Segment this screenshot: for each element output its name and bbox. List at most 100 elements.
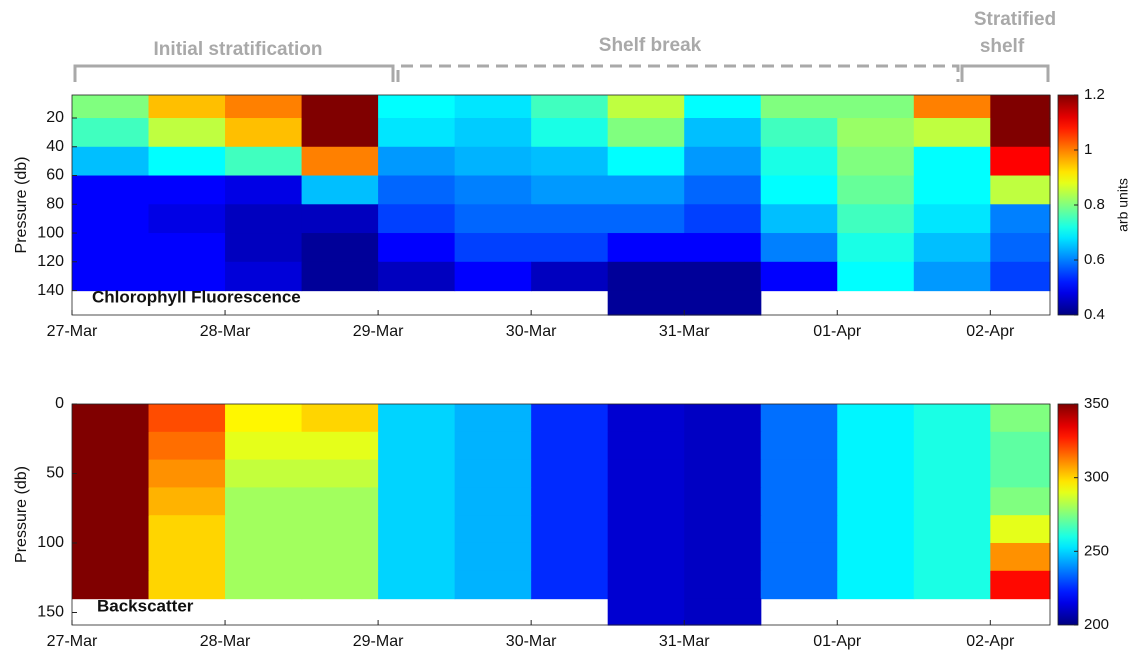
heat-cell — [531, 204, 609, 234]
heat-cell — [148, 175, 226, 205]
heat-cell — [531, 95, 609, 119]
heat-cell — [607, 261, 685, 292]
x-tick-label: 27-Mar — [47, 323, 98, 340]
heat-cell — [148, 118, 226, 148]
heat-cell — [837, 118, 915, 148]
heat-cell — [225, 118, 303, 148]
heat-cell — [684, 204, 762, 234]
heat-cell — [72, 118, 150, 148]
heat-cell — [301, 233, 379, 263]
heat-cell — [684, 515, 762, 544]
heat-cell — [72, 175, 150, 205]
heat-cell — [913, 261, 991, 292]
heat-cell — [72, 542, 150, 572]
heat-cell — [301, 404, 379, 433]
heat-cell — [225, 204, 303, 234]
heat-cell — [378, 118, 456, 148]
heat-cell — [531, 146, 609, 177]
heat-cell — [148, 204, 226, 234]
heat-cell — [301, 515, 379, 544]
heat-cell — [837, 487, 915, 516]
heat-cell — [148, 95, 226, 119]
x-tick-label: 27-Mar — [47, 633, 98, 650]
colorbar-tick-label: 0.6 — [1084, 251, 1105, 268]
heat-cell — [684, 404, 762, 433]
heat-cell — [225, 542, 303, 572]
heat-cell — [378, 146, 456, 177]
heat-cell — [148, 515, 226, 544]
heat-cell — [913, 404, 991, 433]
colorbar-tick-label: 0.4 — [1084, 306, 1105, 323]
heat-cell — [990, 146, 1051, 177]
x-tick-label: 31-Mar — [659, 633, 710, 650]
heat-cell — [684, 233, 762, 263]
heat-cell — [607, 146, 685, 177]
heat-cell — [990, 431, 1051, 461]
x-tick-label: 30-Mar — [506, 323, 557, 340]
heat-cell — [837, 570, 915, 600]
panel-label: Chlorophyll Fluorescence — [92, 287, 301, 306]
heat-cell — [148, 146, 226, 177]
heat-cell — [454, 146, 532, 177]
heat-cell — [684, 95, 762, 119]
heat-cell — [837, 542, 915, 572]
panel-label: Backscatter — [97, 596, 194, 615]
heat-cell — [301, 261, 379, 292]
heat-cell — [990, 487, 1051, 516]
colorbar-tick-label: 350 — [1084, 395, 1109, 412]
heat-cell — [913, 542, 991, 572]
heat-cell — [837, 175, 915, 205]
colorbar-tick-label: 250 — [1084, 542, 1109, 559]
heat-cell — [913, 515, 991, 544]
x-tick-label: 01-Apr — [813, 633, 862, 650]
heat-cell — [607, 459, 685, 488]
heat-cell — [301, 175, 379, 205]
colorbar — [1057, 403, 1079, 626]
heat-cell — [454, 431, 532, 461]
heat-cell — [990, 95, 1051, 119]
annotation: Initial stratification — [154, 39, 323, 60]
heat-cell — [913, 570, 991, 600]
heat-cell — [72, 487, 150, 516]
heat-cell — [837, 261, 915, 292]
annotation: shelf — [980, 36, 1025, 57]
heat-cell — [454, 175, 532, 205]
x-tick-label: 29-Mar — [353, 633, 404, 650]
heat-cell — [225, 459, 303, 488]
heat-cell — [301, 146, 379, 177]
heat-cell — [913, 118, 991, 148]
heat-cell — [990, 459, 1051, 488]
y-tick-label: 120 — [37, 253, 64, 270]
heat-cell — [607, 290, 685, 316]
annotation: Stratified — [974, 9, 1056, 30]
heat-cell — [607, 542, 685, 572]
y-tick-label: 100 — [37, 224, 64, 241]
x-tick-label: 30-Mar — [506, 633, 557, 650]
heat-cell — [378, 204, 456, 234]
x-tick-label: 02-Apr — [966, 323, 1015, 340]
heat-cell — [301, 204, 379, 234]
heat-cell — [148, 459, 226, 488]
heat-cell — [760, 404, 838, 433]
heat-cell — [378, 487, 456, 516]
heat-cell — [913, 95, 991, 119]
heat-cell — [454, 233, 532, 263]
heat-cell — [72, 404, 150, 433]
heat-cell — [225, 233, 303, 263]
y-tick-label: 20 — [46, 109, 64, 126]
x-tick-label: 01-Apr — [813, 323, 862, 340]
heat-cell — [378, 404, 456, 433]
heat-cell — [301, 459, 379, 488]
heat-cell — [531, 515, 609, 544]
heat-cell — [72, 570, 150, 600]
heat-cell — [990, 570, 1051, 600]
heat-cell — [531, 431, 609, 461]
colorbar-label: arb units — [1115, 178, 1131, 232]
x-tick-label: 29-Mar — [353, 323, 404, 340]
heat-cell — [684, 542, 762, 572]
heat-cell — [531, 118, 609, 148]
heat-cell — [607, 95, 685, 119]
heat-cell — [454, 542, 532, 572]
heat-cell — [301, 95, 379, 119]
